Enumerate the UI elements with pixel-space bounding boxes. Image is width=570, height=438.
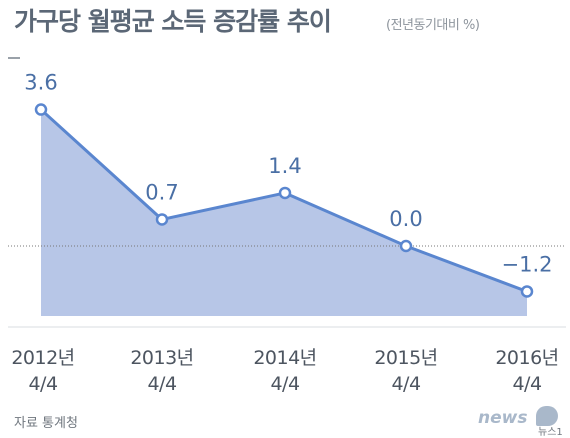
x-tick-sublabel: 4/4 xyxy=(391,373,420,395)
data-label: 0.0 xyxy=(389,207,422,231)
title-divider xyxy=(8,57,20,59)
unit-note: (전년동기대비 %) xyxy=(386,18,480,33)
x-tick-sublabel: 4/4 xyxy=(512,373,541,395)
data-point xyxy=(155,213,169,226)
x-tick-label: 2012년 xyxy=(11,347,74,369)
chart-title: 가구당 월평균 소득 증감률 추이 xyxy=(14,7,332,36)
area-fill xyxy=(41,109,527,316)
x-tick-label: 2015년 xyxy=(374,347,437,369)
logo-badge-icon xyxy=(536,406,558,426)
data-point xyxy=(520,285,534,298)
x-tick-label: 2016년 xyxy=(495,347,558,369)
x-tick-sublabel: 4/4 xyxy=(28,373,57,395)
chart: 3.6 0.7 1.4 0.0 −1.2 2012년 4/4 2013년 4/4 2014년 4/4… xyxy=(8,71,566,395)
data-point xyxy=(278,186,292,200)
x-tick-label: 2014년 xyxy=(253,347,316,369)
data-label: −1.2 xyxy=(502,252,553,276)
logo-wordmark: news xyxy=(478,408,528,428)
data-label: 0.7 xyxy=(145,180,178,204)
logo-subtext: 뉴스1 xyxy=(538,427,563,438)
x-tick-sublabel: 4/4 xyxy=(147,373,176,395)
x-tick-label: 2013년 xyxy=(130,347,193,369)
news1-logo: news 뉴스1 xyxy=(478,404,563,438)
data-label: 1.4 xyxy=(268,154,301,178)
data-point xyxy=(34,103,48,116)
source-note: 자료 통계청 xyxy=(14,416,78,431)
x-tick-sublabel: 4/4 xyxy=(270,373,299,395)
data-point xyxy=(399,239,413,253)
data-label: 3.6 xyxy=(24,71,57,95)
